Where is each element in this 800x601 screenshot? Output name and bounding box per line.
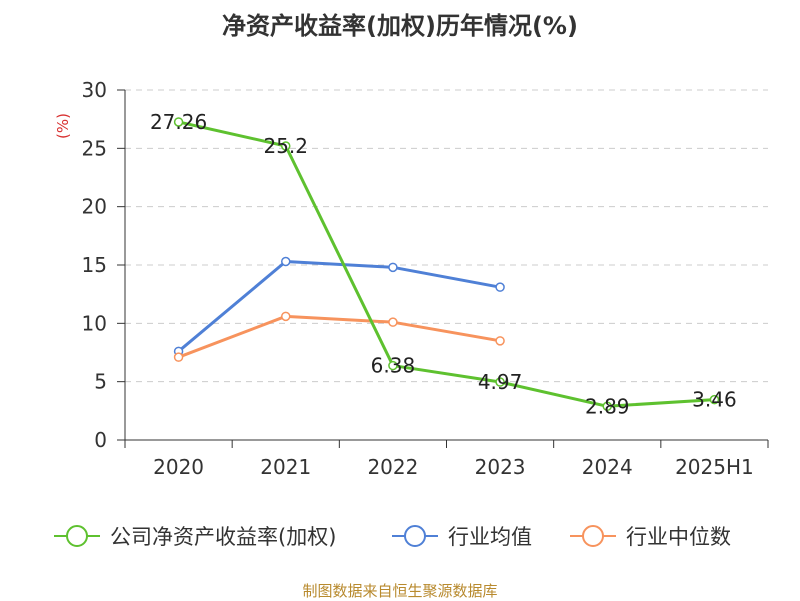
source-note: 制图数据来自恒生聚源数据库 <box>302 582 498 600</box>
chart-title: 净资产收益率(加权)历年情况(%) <box>222 12 578 40</box>
y-tick-label: 15 <box>82 253 107 277</box>
y-tick-label: 25 <box>82 136 107 160</box>
data-point <box>495 336 505 346</box>
legend-marker-icon <box>392 525 438 547</box>
data-point <box>388 360 398 371</box>
series-line <box>178 120 715 408</box>
series-line <box>178 314 501 359</box>
data-point <box>709 394 720 405</box>
data-point <box>281 256 291 267</box>
data-point <box>388 317 398 327</box>
x-tick-label: 2023 <box>475 455 526 479</box>
legend-marker-icon <box>54 525 100 547</box>
series-line <box>177 260 501 353</box>
data-label: 6.38 <box>371 354 416 378</box>
data-point <box>173 352 184 362</box>
data-point <box>281 141 291 151</box>
data-label: 25.2 <box>263 134 308 158</box>
x-tick-label: 2022 <box>367 455 418 479</box>
y-tick-label: 0 <box>94 428 107 452</box>
y-tick-label: 5 <box>94 370 107 394</box>
y-tick-label: 10 <box>82 311 107 335</box>
legend-item[interactable]: 公司净资产收益率(加权) <box>52 518 336 554</box>
data-point <box>281 311 291 322</box>
legend-label: 行业中位数 <box>626 525 731 549</box>
x-tick-label: 2021 <box>260 455 311 479</box>
y-tick-label: 20 <box>82 195 107 219</box>
y-tick-label: 30 <box>82 78 107 102</box>
data-label: 27.26 <box>150 110 207 134</box>
legend-label: 行业均值 <box>448 525 532 549</box>
data-label: 3.46 <box>692 388 737 412</box>
data-point <box>388 262 398 273</box>
legend-item[interactable]: 行业中位数 <box>568 518 731 554</box>
legend-label: 公司净资产收益率(加权) <box>110 525 337 549</box>
x-tick-label: 2024 <box>582 455 633 479</box>
data-point <box>495 282 505 292</box>
data-point <box>495 377 505 387</box>
data-point <box>173 117 184 127</box>
y-axis-label: (%) <box>54 113 72 139</box>
legend-item[interactable]: 行业均值 <box>390 518 532 554</box>
legend-marker-icon <box>570 525 616 547</box>
data-label: 2.89 <box>585 394 630 418</box>
data-label: 4.97 <box>478 370 523 394</box>
legend: 公司净资产收益率(加权) 行业均值 行业中位数 <box>0 518 800 558</box>
x-tick-label: 2025H1 <box>675 455 754 479</box>
x-tick-label: 2020 <box>153 455 204 479</box>
data-point <box>602 401 612 412</box>
